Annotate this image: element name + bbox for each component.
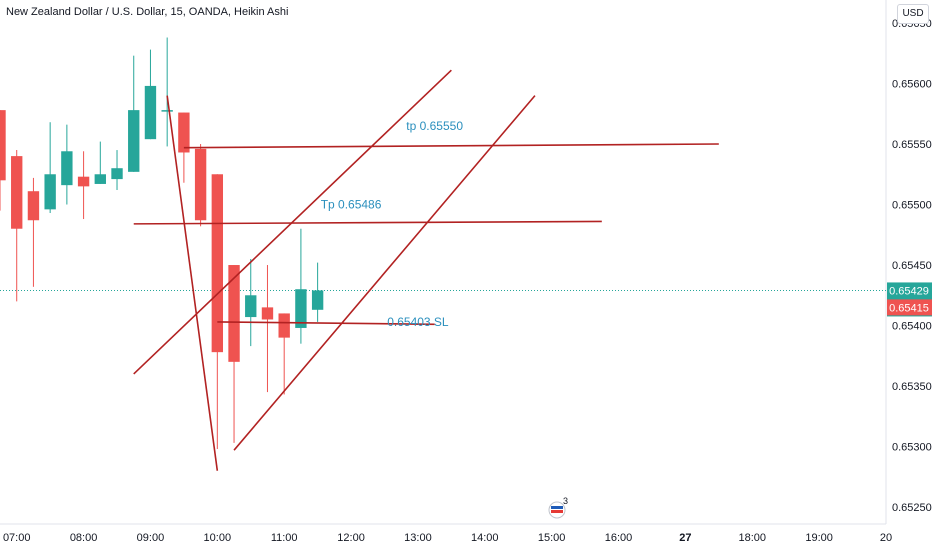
x-tick-label: 08:00 xyxy=(70,532,98,544)
y-tick-label: 0.65350 xyxy=(892,381,932,393)
x-tick-label: 12:00 xyxy=(337,532,365,544)
candle xyxy=(161,37,173,147)
currency-button[interactable]: USD xyxy=(897,4,929,24)
x-tick-label: 07:00 xyxy=(3,532,31,544)
candle-body xyxy=(228,265,240,362)
candle-body xyxy=(278,313,290,338)
current-price-label: 0.65429 xyxy=(889,285,929,297)
candle-body xyxy=(144,85,157,140)
y-tick-label: 0.65250 xyxy=(892,502,932,514)
candle xyxy=(11,150,23,302)
x-tick-label: 27 xyxy=(679,532,691,544)
trend-line xyxy=(233,95,536,451)
candle-body xyxy=(311,290,324,310)
candle-body xyxy=(261,307,274,320)
y-tick-label: 0.65500 xyxy=(892,200,932,212)
candle-body xyxy=(0,110,6,181)
candle-body xyxy=(161,110,173,112)
flag-stripe-blue xyxy=(551,506,563,509)
candle-body xyxy=(245,295,257,318)
candle xyxy=(261,265,274,393)
candle xyxy=(0,110,6,211)
x-tick-label: 20 xyxy=(880,532,892,544)
candle xyxy=(111,150,123,190)
candle xyxy=(295,228,307,344)
candle xyxy=(144,49,157,140)
y-tick-label: 0.65550 xyxy=(892,139,932,151)
trend-line xyxy=(133,220,602,225)
x-tick-label: 09:00 xyxy=(137,532,165,544)
candle xyxy=(27,177,40,287)
secondary-price-badge-bg xyxy=(887,299,932,316)
candle xyxy=(44,122,56,213)
x-tick-label: 18:00 xyxy=(738,532,766,544)
candle-body xyxy=(11,156,23,229)
candle-body xyxy=(178,112,190,153)
candle xyxy=(94,141,106,184)
drawing-label: tp 0.65550 xyxy=(406,119,463,133)
candle-body xyxy=(211,174,224,353)
candle xyxy=(77,151,90,220)
secondary-price-label: 0.65415 xyxy=(889,302,929,314)
candle-body xyxy=(44,174,56,210)
x-tick-label: 11:00 xyxy=(271,532,298,544)
candle-body xyxy=(194,148,207,221)
candle-body xyxy=(27,191,40,221)
candle-body xyxy=(128,110,140,172)
trend-line xyxy=(133,69,452,375)
drawing-label: Tp 0.65486 xyxy=(321,198,382,212)
chart-title: New Zealand Dollar / U.S. Dollar, 15, OA… xyxy=(6,6,289,18)
x-tick-label: 10:00 xyxy=(204,532,232,544)
y-tick-label: 0.65600 xyxy=(892,79,932,91)
y-tick-label: 0.65450 xyxy=(892,260,932,272)
candle-body xyxy=(77,176,90,187)
candle xyxy=(245,258,257,347)
candle xyxy=(194,144,207,227)
candle-body xyxy=(111,168,123,180)
drawing-label: 0.65403 SL xyxy=(387,315,449,329)
x-tick-label: 16:00 xyxy=(605,532,633,544)
x-tick-label: 14:00 xyxy=(471,532,499,544)
x-tick-label: 19:00 xyxy=(805,532,833,544)
x-tick-label: 13:00 xyxy=(404,532,432,544)
trend-line xyxy=(217,321,435,326)
candle-body xyxy=(61,151,73,186)
candle-body xyxy=(94,174,106,184)
candle xyxy=(211,174,224,449)
secondary-price-badge: 0.65415 xyxy=(887,299,932,316)
candle xyxy=(278,313,290,395)
trend-line xyxy=(166,95,219,471)
candle-body xyxy=(295,289,307,328)
candle xyxy=(311,262,324,322)
candle xyxy=(61,124,73,205)
y-tick-label: 0.65400 xyxy=(892,321,932,333)
candle xyxy=(128,55,140,172)
x-tick-label: 15:00 xyxy=(538,532,566,544)
flag-count: 3 xyxy=(563,496,568,506)
news-flag-icon[interactable]: 3 xyxy=(548,496,568,519)
y-tick-label: 0.65300 xyxy=(892,442,932,454)
trend-line xyxy=(183,143,719,149)
candle xyxy=(228,265,240,443)
flag-stripe-red xyxy=(551,510,563,513)
